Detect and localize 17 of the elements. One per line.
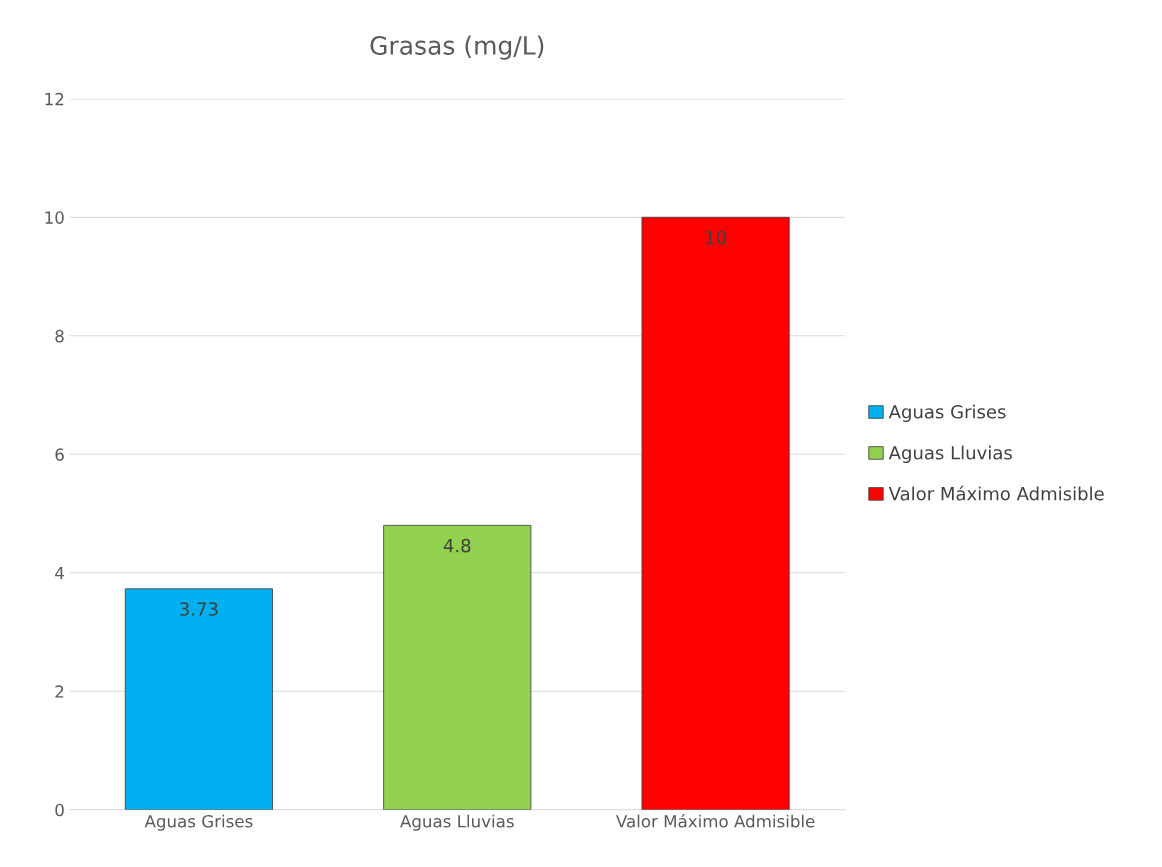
- data-label: 10: [706, 230, 726, 245]
- legend-label: Aguas Grises: [888, 404, 1006, 423]
- legend-label: Valor Máximo Admisible: [888, 485, 1104, 501]
- y-tick-label: 4: [55, 566, 64, 580]
- x-tick-label: Aguas Grises: [144, 814, 253, 831]
- y-tick-label: 12: [45, 92, 64, 106]
- y-tick-label: 2: [55, 685, 64, 698]
- y-tick-label: 10: [45, 211, 64, 224]
- x-tick-label: Aguas Lluvias: [400, 814, 514, 831]
- data-label: 4.8: [443, 538, 471, 553]
- y-tick-label: 0: [55, 803, 64, 817]
- x-tick-label: Valor Máximo Admisible: [616, 813, 815, 828]
- y-tick-label: 8: [55, 329, 64, 343]
- chart-title: Grasas (mg/L): [370, 35, 544, 60]
- data-label: 3.73: [180, 602, 218, 616]
- y-tick-label: 6: [55, 448, 64, 461]
- legend-label: Aguas Lluvias: [888, 445, 1012, 464]
